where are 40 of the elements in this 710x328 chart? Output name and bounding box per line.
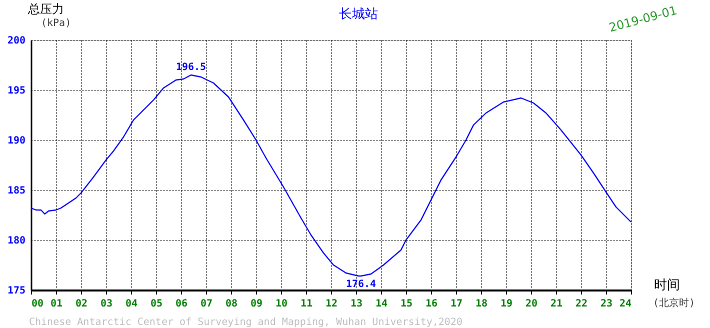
x-tick-label: 00	[32, 298, 44, 310]
x-tick-label: 03	[100, 298, 113, 310]
y-axis-title: 总压力	[27, 2, 64, 16]
y-tick-label: 190	[7, 136, 26, 146]
x-tick-label: 19	[500, 298, 513, 310]
x-tick-label: 04	[125, 298, 138, 310]
x-tick-label: 24	[619, 298, 632, 310]
x-tick-label: 09	[250, 298, 263, 310]
text: (kPa)	[41, 18, 72, 29]
x-tick-label: 23	[600, 298, 613, 310]
chart-title: 长城站	[339, 7, 378, 22]
x-tick-label: 15	[400, 298, 413, 310]
x-tick-label: 17	[450, 298, 463, 310]
text: (北京时)	[653, 297, 696, 309]
y-tick-label: 195	[7, 86, 26, 96]
x-tick-label: 14	[375, 298, 388, 310]
annotation: 196.5	[176, 62, 206, 73]
x-tick-label: 16	[425, 298, 438, 310]
x-tick-label: 13	[350, 298, 363, 310]
y-tick-label: 200	[7, 36, 26, 46]
line-series	[30, 74, 632, 277]
x-tick-label: 11	[300, 298, 313, 310]
x-tick-label: 05	[150, 298, 163, 310]
x-tick-label: 01	[50, 298, 63, 310]
x-tick-label: 06	[175, 298, 188, 310]
x-tick-label: 10	[275, 298, 288, 310]
x-tick-label: 12	[325, 298, 338, 310]
x-tick-label: 21	[550, 298, 563, 310]
x-tick-label: 02	[75, 298, 88, 310]
x-tick-label: 08	[225, 298, 238, 310]
x-tick-label: 07	[200, 298, 213, 310]
y-tick-label: 185	[7, 186, 26, 196]
x-tick-label: 22	[575, 298, 588, 310]
annotation: 176.4	[346, 279, 376, 290]
y-tick-label: 175	[7, 286, 26, 296]
y-tick-label: 180	[7, 236, 26, 246]
x-tick-label: 20	[525, 298, 538, 310]
text: Chinese Antarctic Center of Surveying and Mapping, Wuhan University,2020	[29, 317, 462, 328]
x-axis-title: 时间	[654, 278, 680, 293]
x-tick-label: 18	[475, 298, 488, 310]
